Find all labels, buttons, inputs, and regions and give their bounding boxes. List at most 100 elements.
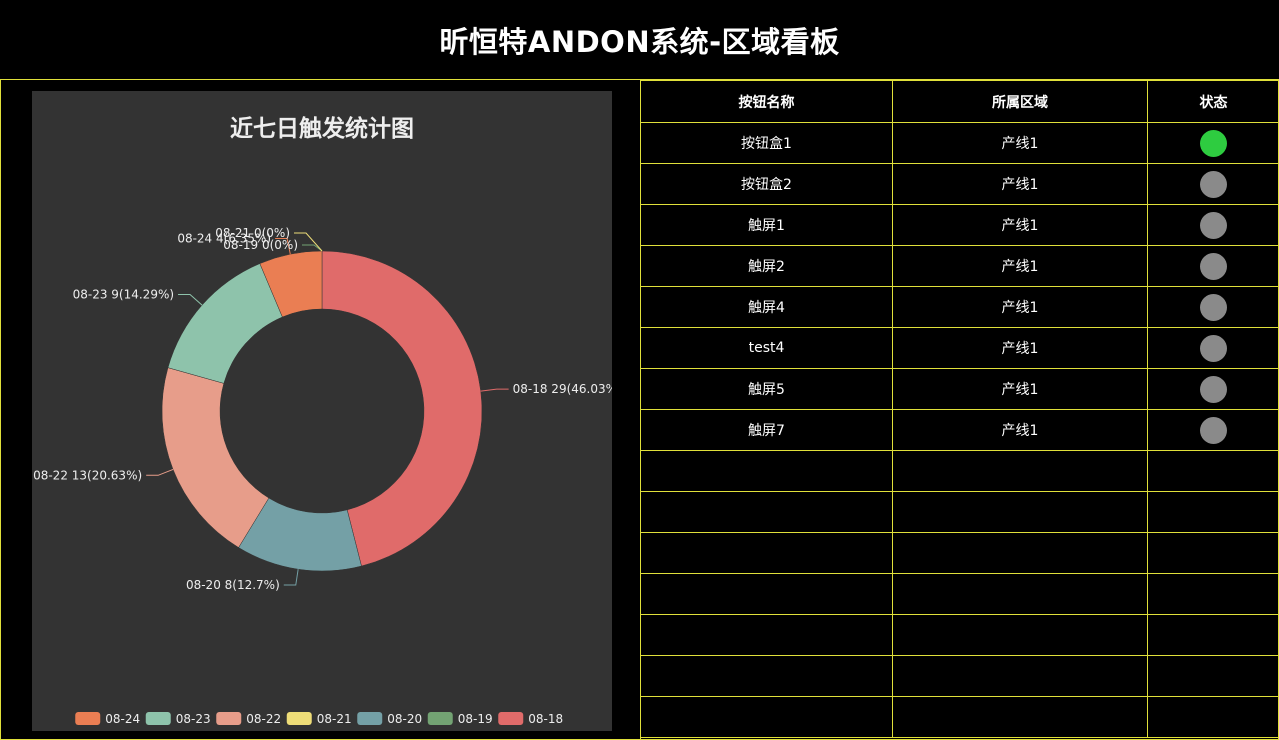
table-row: 按钮盒2 产线1 (640, 163, 1279, 205)
empty-cell (892, 450, 1148, 492)
empty-table-row (640, 491, 1279, 533)
button-name-cell: 触屏7 (640, 409, 893, 451)
label-leader-line (146, 468, 174, 476)
table-row: 触屏2 产线1 (640, 245, 1279, 287)
empty-cell (640, 532, 893, 574)
legend-label[interactable]: 08-18 (528, 712, 563, 726)
pie-data-label: 08-20 8(12.7%) (186, 578, 280, 592)
column-header-area: 所属区域 (892, 80, 1148, 123)
empty-cell (1147, 655, 1279, 697)
table-row: 触屏4 产线1 (640, 286, 1279, 328)
status-cell (1147, 245, 1279, 287)
pie-data-label: 08-24 4(6.35%) (177, 231, 271, 245)
empty-cell (1147, 450, 1279, 492)
button-name-cell: test4 (640, 327, 893, 369)
empty-cell (892, 491, 1148, 533)
button-name-cell: 按钮盒1 (640, 122, 893, 164)
status-indicator-dot (1200, 293, 1227, 321)
status-indicator-dot (1200, 170, 1227, 198)
area-cell: 产线1 (892, 204, 1148, 246)
pie-labels: 08-18 29(46.03%) 08-20 8(12.7%) 08-22 13(2… (33, 226, 612, 592)
status-indicator-dot (1200, 375, 1227, 403)
pie-data-label: 08-18 29(46.03%) (513, 382, 612, 396)
legend-label[interactable]: 08-22 (246, 712, 281, 726)
legend-label[interactable]: 08-20 (387, 712, 422, 726)
status-cell (1147, 368, 1279, 410)
legend-swatch-08-20[interactable] (357, 712, 383, 725)
legend-swatch-08-22[interactable] (216, 712, 242, 725)
legend-label[interactable]: 08-24 (105, 712, 140, 726)
legend-label[interactable]: 08-19 (458, 712, 493, 726)
status-indicator-dot (1200, 416, 1227, 444)
trigger-stats-chart: 近七日触发统计图 08-18 29(46.03%) 08-20 8(12.7%) 0… (32, 91, 612, 731)
status-indicator-dot (1200, 211, 1227, 239)
chart-legend: 08-24 08-23 08-22 08-21 08-20 08-19 08-18 (75, 712, 563, 726)
status-cell (1147, 327, 1279, 369)
pie-data-label: 08-21 0(0%) (215, 226, 290, 240)
status-cell (1147, 286, 1279, 328)
status-indicator-dot (1200, 129, 1227, 157)
label-leader-line (302, 244, 323, 252)
legend-swatch-08-24[interactable] (75, 712, 101, 725)
pie-slice-08-23[interactable] (167, 263, 283, 384)
empty-cell (892, 573, 1148, 615)
empty-cell (640, 450, 893, 492)
empty-cell (1147, 491, 1279, 533)
pie-slices (161, 250, 483, 572)
area-cell: 产线1 (892, 327, 1148, 369)
empty-cell (892, 532, 1148, 574)
pie-slice-08-22[interactable] (161, 367, 270, 548)
status-indicator-dot (1200, 252, 1227, 280)
empty-table-row (640, 655, 1279, 697)
empty-cell (640, 655, 893, 697)
empty-table-row (640, 532, 1279, 574)
empty-cell (1147, 614, 1279, 656)
area-cell: 产线1 (892, 409, 1148, 451)
status-cell (1147, 163, 1279, 205)
empty-table-row (640, 696, 1279, 738)
legend-swatch-08-19[interactable] (427, 712, 453, 725)
button-name-cell: 触屏4 (640, 286, 893, 328)
area-cell: 产线1 (892, 368, 1148, 410)
page-header: 昕恒特ANDON系统-区域看板 (0, 0, 1279, 79)
empty-cell (1147, 532, 1279, 574)
area-cell: 产线1 (892, 286, 1148, 328)
column-header-status: 状态 (1147, 80, 1279, 123)
column-header-name: 按钮名称 (640, 80, 893, 123)
table-row: test4 产线1 (640, 327, 1279, 369)
empty-cell (640, 573, 893, 615)
pie-data-label: 08-19 0(0%) (223, 238, 298, 252)
pie-data-label: 08-23 9(14.29%) (73, 288, 174, 302)
empty-table-row (640, 450, 1279, 492)
label-leader-line (294, 232, 323, 252)
empty-table-row (640, 614, 1279, 656)
button-name-cell: 触屏1 (640, 204, 893, 246)
legend-label[interactable]: 08-23 (176, 712, 211, 726)
pie-chart-svg: 近七日触发统计图 08-18 29(46.03%)08-20 8(12.7%)0… (33, 115, 612, 726)
label-leader-line (283, 569, 299, 586)
label-leader-line (178, 294, 203, 306)
button-name-cell: 触屏5 (640, 368, 893, 410)
label-leader-line (480, 388, 509, 392)
legend-swatch-08-18[interactable] (498, 712, 524, 725)
table-row: 按钮盒1 产线1 (640, 122, 1279, 164)
empty-cell (640, 696, 893, 738)
status-cell (1147, 122, 1279, 164)
legend-swatch-08-23[interactable] (145, 712, 171, 725)
legend-label[interactable]: 08-21 (317, 712, 352, 726)
chart-title: 近七日触发统计图 (230, 115, 414, 142)
pie-data-label: 08-22 13(20.63%) (33, 468, 142, 482)
empty-table-row (640, 573, 1279, 615)
status-cell (1147, 409, 1279, 451)
table-header-row: 按钮名称 所属区域 状态 (640, 80, 1279, 123)
table-row: 触屏1 产线1 (640, 204, 1279, 246)
empty-cell (1147, 696, 1279, 738)
button-name-cell: 触屏2 (640, 245, 893, 287)
empty-cell (640, 491, 893, 533)
legend-swatch-08-21[interactable] (286, 712, 312, 725)
button-name-cell: 按钮盒2 (640, 163, 893, 205)
button-status-table: 按钮名称 所属区域 状态 按钮盒1 产线1 按钮盒2 产线1 触屏1 产线1 触屏2 产线1 触… (640, 80, 1279, 738)
empty-cell (892, 655, 1148, 697)
area-cell: 产线1 (892, 245, 1148, 287)
empty-cell (640, 614, 893, 656)
